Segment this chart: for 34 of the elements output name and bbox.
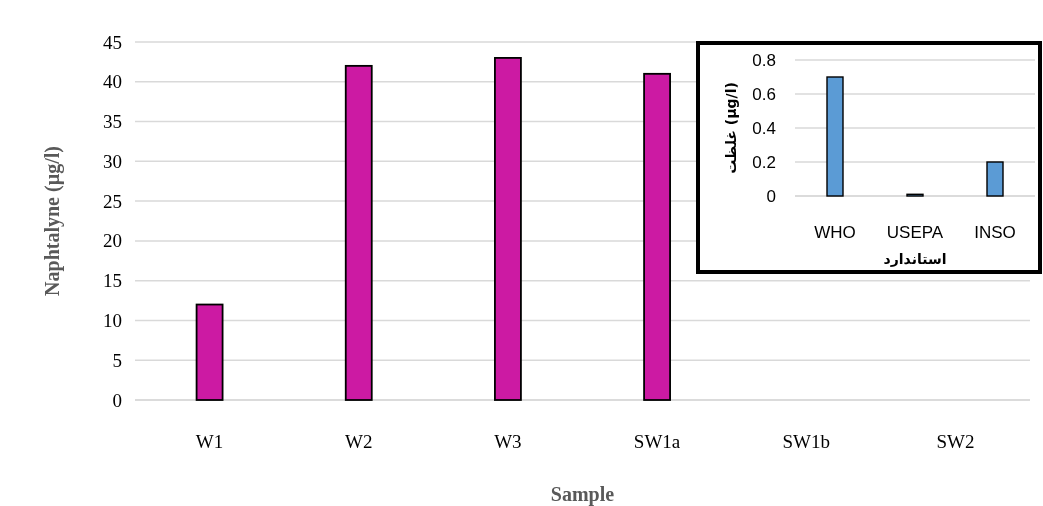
y-tick-label: 5 (112, 349, 122, 371)
y-tick-label: 35 (103, 111, 122, 133)
y-tick-label: 0.4 (752, 118, 776, 138)
x-tick-label: SW1b (782, 430, 830, 452)
y-tick-label: 0 (112, 389, 122, 411)
bar (826, 76, 844, 197)
x-tick-label: INSO (974, 222, 1016, 242)
y-tick-label: 25 (103, 190, 122, 212)
x-tick-label: W1 (195, 430, 224, 452)
y-tick-label: 45 (103, 31, 122, 53)
x-tick-label: WHO (814, 222, 856, 242)
x-axis-title: استاندارد (883, 251, 947, 267)
y-tick-label: 0.6 (752, 84, 776, 104)
y-tick-label: 30 (103, 150, 122, 172)
x-tick-label: SW1a (633, 430, 681, 452)
y-tick-label: 0.2 (752, 152, 776, 172)
x-axis-title: Sample (550, 483, 615, 506)
x-tick-label: SW2 (936, 430, 975, 452)
y-tick-label: 0.8 (752, 50, 776, 70)
bar (195, 303, 224, 401)
bar (643, 72, 671, 401)
bar (986, 161, 1004, 197)
y-tick-label: 10 (103, 309, 122, 331)
x-tick-label: USEPA (886, 222, 944, 242)
y-tick-label: 0 (766, 186, 776, 206)
bar (344, 64, 373, 401)
y-tick-label: 20 (103, 230, 122, 252)
x-tick-label: W3 (494, 430, 522, 452)
bar (494, 57, 522, 401)
y-tick-label: 15 (103, 270, 122, 292)
y-axis-title: Naphtalyne (µg/l) (41, 146, 64, 296)
y-tick-label: 40 (103, 71, 122, 93)
y-axis-title: غلظت (µg/l) (723, 82, 739, 174)
x-tick-label: W2 (345, 430, 373, 452)
